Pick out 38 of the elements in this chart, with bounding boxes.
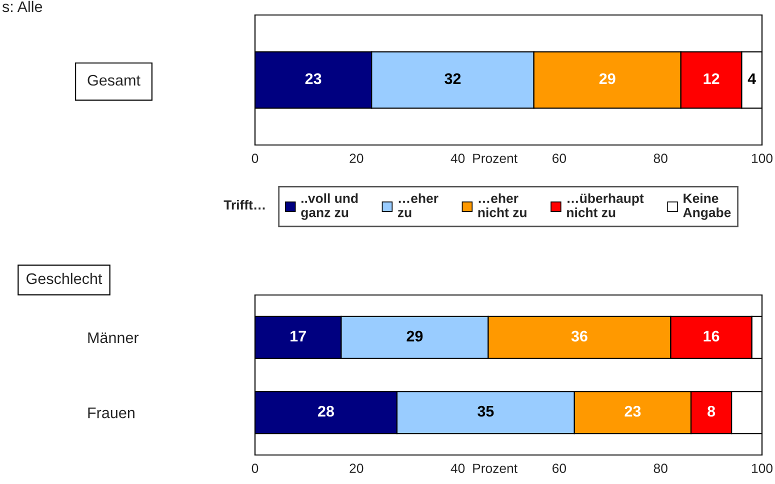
text: s: Alle bbox=[2, 0, 42, 12]
text: Geschlecht bbox=[26, 272, 102, 284]
legend-label: ..voll und ganz zu bbox=[301, 193, 358, 220]
data-label: 23 bbox=[624, 406, 641, 417]
x-tick-label: 0 bbox=[252, 464, 258, 474]
x-tick-label: 80 bbox=[654, 154, 668, 164]
data-label: 4 bbox=[748, 73, 756, 84]
x-tick-label: 40 bbox=[450, 154, 465, 164]
legend-label: …eher zu bbox=[398, 193, 438, 218]
x-tick-label: 80 bbox=[654, 464, 668, 474]
data-label: 36 bbox=[571, 330, 588, 342]
x-axis-title: Prozent bbox=[473, 154, 518, 164]
data-label: 29 bbox=[406, 330, 423, 342]
legend-label: …überhaupt nicht zu bbox=[567, 193, 644, 218]
x-axis-title: Prozent bbox=[473, 464, 518, 474]
data-label: 32 bbox=[444, 73, 461, 84]
data-label: 16 bbox=[704, 330, 720, 342]
x-tick-label: 20 bbox=[350, 154, 364, 164]
data-label: 35 bbox=[478, 406, 494, 417]
y-tick-label: Männer bbox=[88, 332, 139, 344]
x-tick-label: 0 bbox=[252, 154, 258, 164]
data-label: 8 bbox=[708, 406, 716, 417]
data-label: 23 bbox=[305, 73, 322, 84]
legend-title: Trifft… bbox=[224, 200, 265, 210]
y-tick-label: Frauen bbox=[88, 408, 134, 418]
x-tick-label: 20 bbox=[350, 464, 364, 474]
legend-label: Keine Angabe bbox=[683, 193, 731, 220]
x-tick-label: 100 bbox=[752, 154, 772, 164]
x-tick-label: 60 bbox=[552, 464, 566, 474]
x-tick-label: 100 bbox=[752, 464, 772, 474]
y-tick-label: Gesamt bbox=[88, 74, 140, 86]
data-label: 29 bbox=[599, 73, 616, 84]
legend-label: …eher nicht zu bbox=[478, 193, 526, 218]
data-label: 12 bbox=[704, 73, 720, 84]
x-tick-label: 60 bbox=[552, 154, 566, 164]
x-tick-label: 40 bbox=[450, 464, 465, 474]
data-label: 28 bbox=[318, 406, 334, 417]
data-label: 17 bbox=[290, 330, 306, 342]
